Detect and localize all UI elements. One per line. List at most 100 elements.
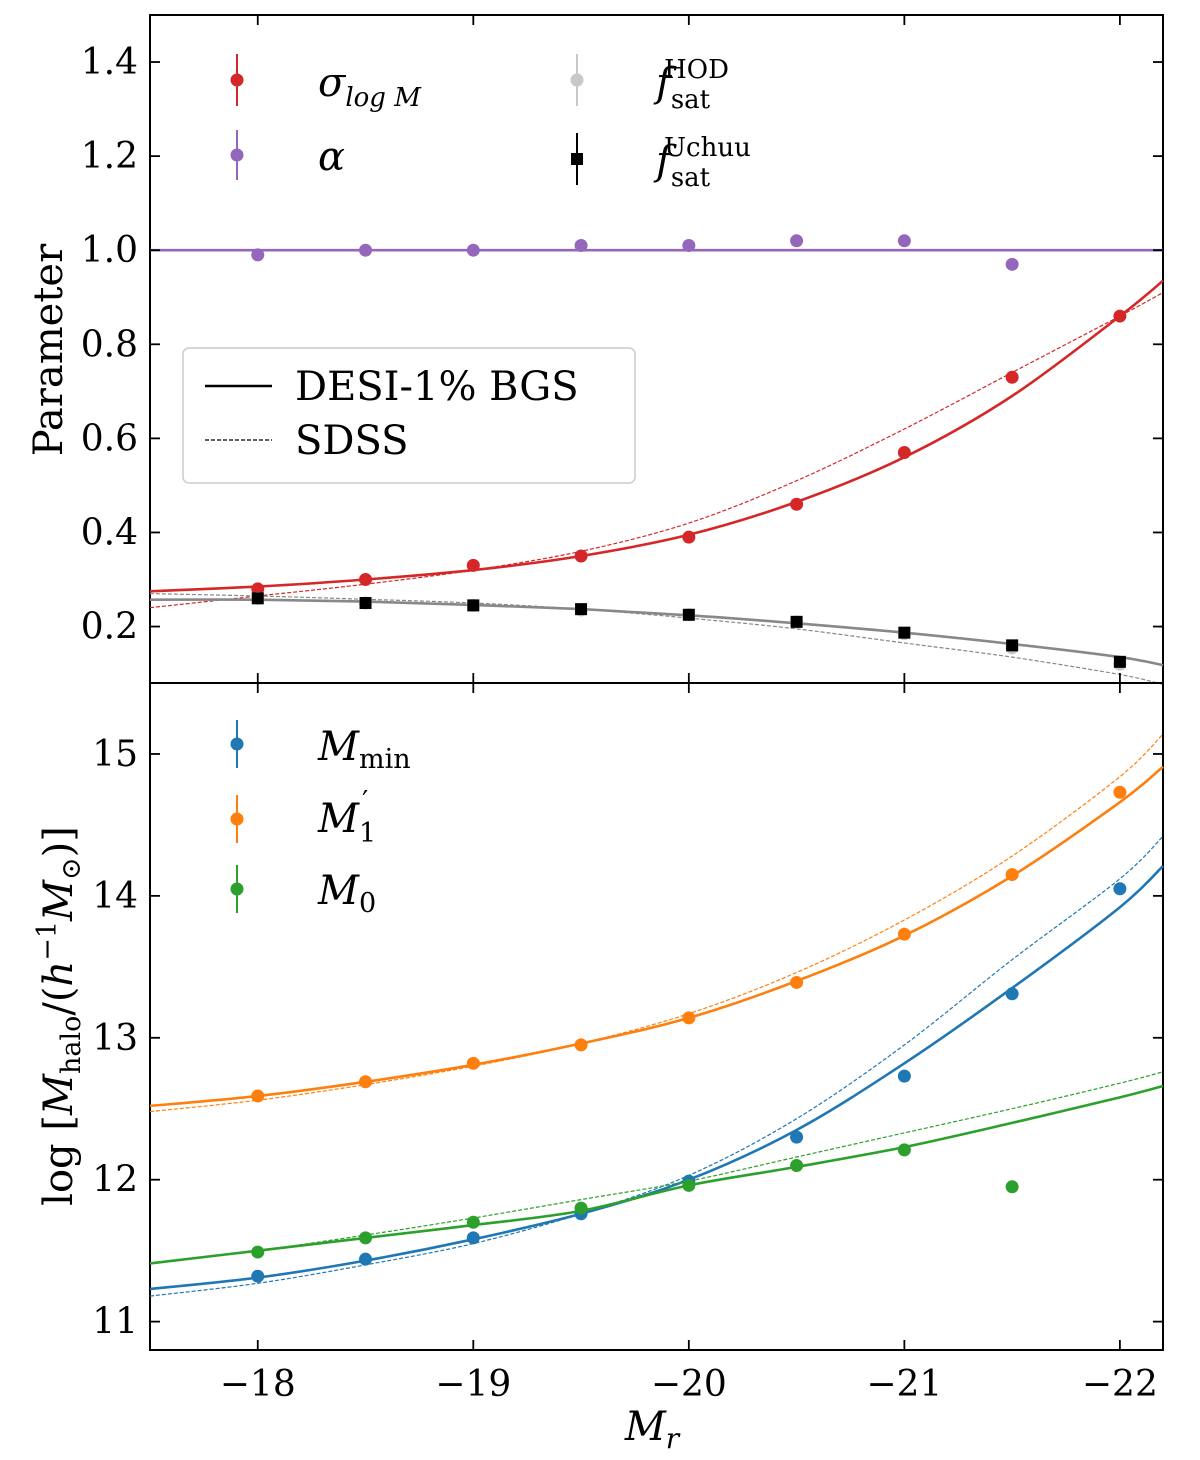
top-panel-yticks: 0.2 0.4 0.6 0.8 1.0 1.2 1.4: [81, 42, 1163, 648]
y-tick-label: 14: [92, 876, 138, 917]
legend-label-m-min: Mmin: [317, 724, 411, 775]
curve-m1-desi: [149, 765, 1164, 1108]
data-point-m1-prime: [790, 975, 804, 989]
data-point-f-sat-uchuu: [790, 615, 803, 628]
x-tick-label: −19: [435, 1364, 511, 1405]
data-point-m-min: [790, 1130, 804, 1144]
top-y-axis-label: Parameter: [26, 243, 72, 456]
x-axis-label: Mr: [624, 1404, 681, 1455]
data-point-m1-prime: [1113, 785, 1127, 799]
data-point-m-min: [1005, 987, 1019, 1001]
data-point-f-sat-uchuu: [575, 603, 588, 616]
legend-label-fsat-uchuu: fsatUchuu: [653, 133, 751, 193]
legend-marker: [230, 73, 244, 87]
legend-entry-m0: M0: [230, 865, 376, 919]
data-point-f-sat-uchuu: [898, 626, 911, 639]
data-point-alpha: [359, 243, 373, 257]
data-point-m-min: [359, 1252, 373, 1266]
legend-marker: [570, 73, 584, 87]
legend-label-sdss: SDSS: [295, 418, 409, 464]
data-point-m1-prime: [359, 1075, 373, 1089]
data-point-m-0: [574, 1201, 588, 1215]
curve-f-sat-desi: [149, 598, 1164, 667]
data-point-sigma-logm: [251, 582, 265, 596]
data-point-m1-prime: [1005, 868, 1019, 882]
data-point-m-0: [466, 1215, 480, 1229]
curve-sigma-logm-sdss: [149, 291, 1164, 609]
bottom-panel-curves: [149, 733, 1164, 1297]
top-panel-points: [251, 234, 1127, 671]
bottom-panel-xticks: −18 −19 −20 −21 −22: [220, 683, 1158, 1405]
data-point-sigma-logm: [1113, 309, 1127, 323]
x-tick-label: −18: [220, 1364, 296, 1405]
data-point-f-sat-uchuu: [1113, 655, 1126, 668]
x-tick-label: −20: [651, 1364, 727, 1405]
y-tick-label: 0.6: [81, 418, 138, 459]
data-point-f-sat-uchuu: [467, 599, 480, 612]
bottom-y-axis-label: log [Mhalo/(h−1M⊙)]: [32, 826, 87, 1206]
legend-entry-alpha: α: [230, 130, 345, 180]
x-tick-label: −21: [866, 1364, 942, 1405]
y-tick-label: 0.8: [81, 324, 138, 365]
data-point-sigma-logm: [1005, 370, 1019, 384]
data-point-alpha: [574, 239, 588, 253]
top-series-legend: σlog M α fsatHOD fsatUchuu: [230, 54, 751, 193]
legend-entry-m1-prime: M1′: [230, 786, 376, 849]
y-tick-label: 1.2: [81, 136, 138, 177]
y-tick-label: 1.4: [81, 42, 138, 83]
legend-label-m0: M0: [317, 868, 376, 919]
bottom-panel-points: [251, 785, 1127, 1283]
data-point-alpha: [790, 234, 804, 248]
data-point-sigma-logm: [790, 497, 804, 511]
legend-marker: [230, 882, 244, 896]
data-point-sigma-logm: [574, 549, 588, 563]
data-point-m1-prime: [897, 927, 911, 941]
bottom-series-legend: Mmin M1′ M0: [230, 720, 411, 919]
data-point-m1-prime: [251, 1089, 265, 1103]
y-tick-label: 11: [92, 1302, 138, 1343]
y-tick-label: 0.4: [81, 512, 138, 553]
legend-label-m1-prime: M1′: [317, 786, 376, 849]
curve-m0-sdss: [149, 1071, 1164, 1264]
bottom-panel: 11 12 13 14 15 −18 −19 −20 −21 −22 log [Mhalo/(h…: [32, 682, 1164, 1455]
data-point-m-min: [897, 1069, 911, 1083]
legend-label-alpha: α: [318, 134, 345, 180]
data-point-f-sat-uchuu: [1006, 639, 1019, 652]
data-point-m-0: [1005, 1180, 1019, 1194]
data-point-alpha: [466, 243, 480, 257]
curve-m1-sdss: [149, 733, 1164, 1113]
data-point-m-min: [1113, 882, 1127, 896]
data-point-sigma-logm: [359, 573, 373, 587]
bottom-panel-frame: [149, 682, 1164, 1351]
y-tick-label: 13: [92, 1018, 138, 1059]
data-point-alpha: [251, 248, 265, 262]
y-tick-label: 1.0: [81, 230, 138, 271]
data-point-f-sat-uchuu: [251, 592, 264, 605]
data-point-alpha: [897, 234, 911, 248]
bottom-panel-yticks: 11 12 13 14 15: [92, 734, 1163, 1343]
y-tick-label: 0.2: [81, 607, 138, 648]
legend-marker: [230, 812, 244, 826]
legend-box: [182, 347, 636, 484]
y-tick-label: 15: [92, 734, 138, 775]
legend-entry-sigma-logm: σlog M: [230, 54, 422, 113]
legend-marker: [571, 153, 583, 165]
data-point-m-0: [897, 1143, 911, 1157]
line-style-legend: DESI-1% BGS SDSS: [182, 347, 636, 484]
data-point-m-0: [251, 1245, 265, 1259]
data-point-f-sat-uchuu: [682, 608, 695, 621]
data-point-m1-prime: [466, 1056, 480, 1070]
data-point-m1-prime: [574, 1038, 588, 1052]
data-point-m-min: [251, 1269, 265, 1283]
data-point-m1-prime: [682, 1011, 696, 1025]
legend-label-fsat-hod: fsatHOD: [653, 55, 729, 115]
curve-f-sat-sdss: [149, 593, 1164, 685]
data-point-sigma-logm: [466, 558, 480, 572]
data-point-m-0: [359, 1231, 373, 1245]
legend-label-sigma: σlog M: [318, 60, 422, 113]
data-point-m-min: [466, 1231, 480, 1245]
data-point-m-0: [790, 1159, 804, 1173]
curve-m-min-desi: [149, 865, 1164, 1291]
curve-m0-desi: [149, 1084, 1164, 1265]
